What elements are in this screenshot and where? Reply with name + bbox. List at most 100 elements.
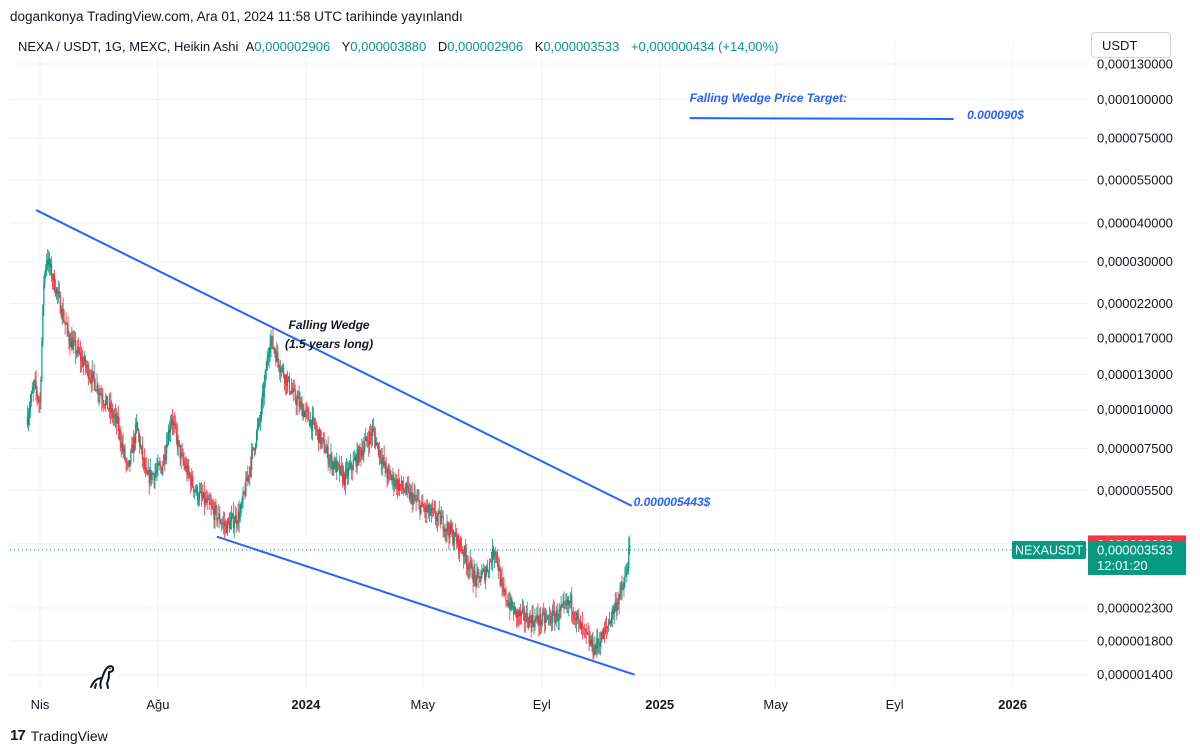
- time-axis[interactable]: Nis Ağu 2024 May Eyl 2025 May Eyl 2026: [31, 697, 1027, 712]
- candle-body: [195, 490, 197, 493]
- candle-body: [279, 367, 281, 372]
- currency-button[interactable]: USDT: [1091, 32, 1171, 58]
- candle-body: [220, 522, 222, 524]
- candle-body: [178, 440, 180, 445]
- candle-body: [49, 258, 51, 268]
- candle-body: [560, 606, 562, 611]
- candle-body: [172, 422, 174, 425]
- candle-body: [74, 340, 76, 342]
- candle-body: [251, 450, 253, 470]
- candle-body: [125, 459, 127, 462]
- candle-body: [589, 640, 591, 645]
- candle-body: [228, 521, 231, 530]
- candle-body: [350, 462, 352, 470]
- candle-body: [29, 402, 31, 411]
- candle-body: [369, 432, 371, 446]
- candle-body: [195, 487, 198, 493]
- trendline-upper[interactable]: [35, 209, 633, 507]
- candle-body: [418, 499, 420, 502]
- candle-body: [428, 504, 431, 515]
- trendline-lower[interactable]: [216, 535, 635, 676]
- candle-body: [609, 621, 611, 624]
- candle-body: [286, 378, 289, 387]
- candle-body: [221, 523, 223, 525]
- candle-body: [273, 348, 275, 351]
- candle-body: [252, 447, 254, 451]
- candle-body: [398, 479, 400, 491]
- candle-body: [254, 448, 256, 451]
- candle-body: [345, 468, 348, 470]
- price-tick-label: 0,000075000: [1097, 131, 1173, 146]
- candle-body: [294, 389, 296, 401]
- candle-body: [396, 479, 398, 490]
- candle-body: [287, 376, 290, 379]
- candle-body: [624, 576, 626, 585]
- candle-body: [138, 435, 141, 447]
- candle-body: [166, 443, 169, 446]
- candle-body: [397, 479, 399, 490]
- candle-body: [57, 291, 59, 293]
- candle-body: [295, 400, 297, 406]
- candle-body: [471, 563, 473, 579]
- price-axis[interactable]: 0,000130000 0,000100000 0,000075000 0,00005…: [1097, 57, 1173, 683]
- candle-body: [119, 428, 121, 442]
- candle-body: [570, 594, 572, 603]
- time-tick-label: 2024: [291, 697, 321, 712]
- price-tick-label: 0,000130000: [1097, 57, 1173, 72]
- candle-body: [301, 402, 303, 417]
- candle-body: [422, 501, 424, 508]
- candle-body: [176, 433, 178, 447]
- candle-body: [235, 515, 237, 524]
- candle-body: [616, 602, 618, 611]
- candle-body: [487, 567, 489, 572]
- candle-body: [414, 494, 416, 500]
- candle-body: [45, 268, 47, 273]
- candle-body: [116, 416, 118, 424]
- candle-body: [179, 444, 181, 459]
- candle-body: [307, 409, 309, 412]
- candle-body: [266, 358, 268, 371]
- candle-body: [264, 371, 266, 382]
- candle-body: [348, 467, 350, 469]
- candle-body: [512, 606, 514, 608]
- ticker-tag: [1012, 540, 1086, 559]
- candle-body: [283, 367, 285, 377]
- candle-body: [333, 462, 335, 469]
- candle-body: [357, 449, 359, 464]
- candle-body: [571, 594, 573, 612]
- candle-body: [607, 624, 610, 627]
- dino-icon: [90, 665, 115, 689]
- candle-body: [343, 473, 346, 486]
- candle-body: [411, 492, 413, 505]
- candle-body: [297, 396, 299, 399]
- candle-body: [161, 467, 163, 474]
- candle-body: [261, 393, 263, 404]
- candle-body: [430, 507, 433, 513]
- candle-body: [304, 412, 306, 417]
- candle-body: [547, 616, 550, 617]
- candle-body: [459, 539, 462, 547]
- ohlc-close: K0,000003533: [534, 39, 620, 54]
- candle-body: [259, 418, 262, 421]
- candle-body: [183, 461, 185, 464]
- symbol-line[interactable]: NEXA / USDT, 1G, MEXC, Heikin Ashi: [18, 39, 239, 54]
- trendlines[interactable]: [35, 117, 954, 676]
- candle-body: [135, 424, 137, 443]
- candle-body: [244, 492, 246, 496]
- candle-body: [341, 466, 343, 469]
- candle-body: [284, 374, 287, 384]
- trendline-target[interactable]: [689, 117, 954, 120]
- candle-body: [283, 376, 286, 384]
- candle-body: [439, 511, 441, 525]
- candle-body: [332, 462, 334, 469]
- candle-body: [175, 425, 177, 434]
- candle-body: [262, 393, 264, 398]
- candle-body: [574, 619, 577, 621]
- candle-body: [622, 589, 624, 591]
- candle-body: [508, 602, 510, 607]
- candle-body: [493, 554, 495, 558]
- tradingview-logo[interactable]: 17 TradingView: [10, 727, 108, 744]
- candle-body: [42, 304, 44, 342]
- candle-body: [275, 353, 277, 362]
